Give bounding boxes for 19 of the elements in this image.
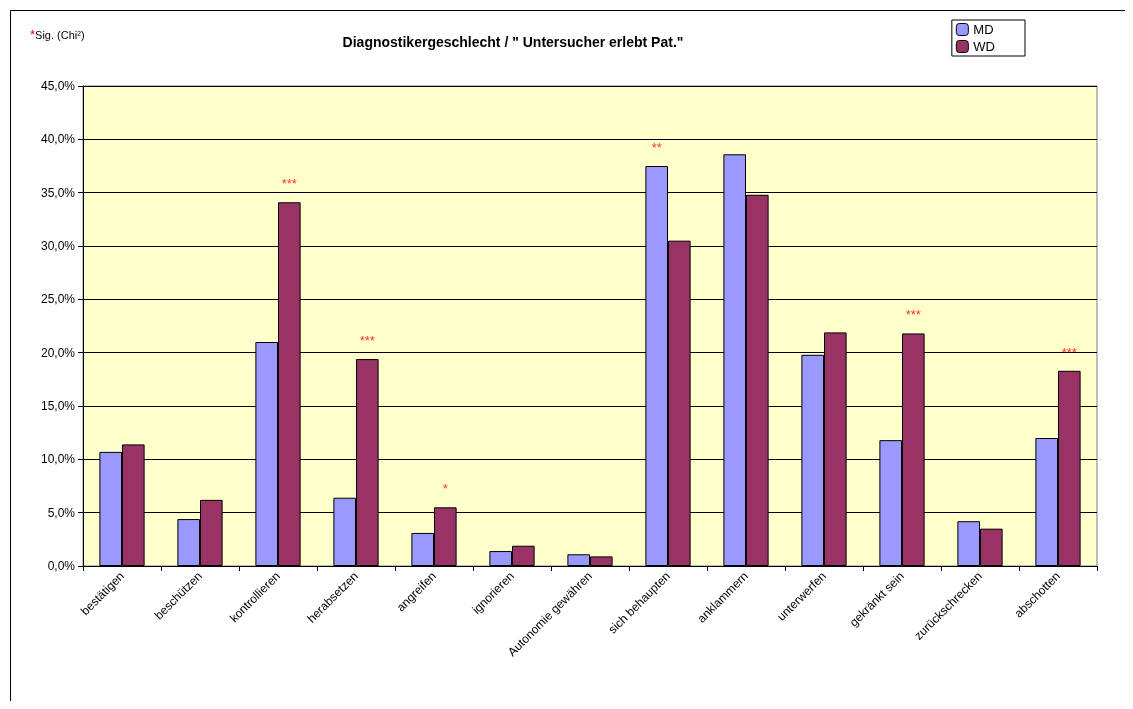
annotation: * <box>442 481 448 497</box>
y-tick-label: 20,0% <box>40 345 76 360</box>
annotation: ** <box>651 140 662 155</box>
y-tick-label: 5,0% <box>47 505 76 520</box>
y-tick-label: 45,0% <box>40 79 76 93</box>
legend-label: WD <box>973 39 996 54</box>
annotation: *** <box>905 307 921 323</box>
y-tick-label: 25,0% <box>40 292 76 307</box>
y-tick-label: 0,0% <box>47 559 76 573</box>
text: *Sig. (Chi²) <box>30 27 85 42</box>
annotation: *** <box>281 176 297 192</box>
y-tick-label: 30,0% <box>40 239 76 253</box>
y-tick-label: 15,0% <box>40 399 76 413</box>
y-tick-label: 40,0% <box>40 132 76 147</box>
chart-title: Diagnostikergeschlecht / " Untersucher erlebt Pat." <box>342 34 684 50</box>
y-tick-label: 35,0% <box>40 185 76 200</box>
annotation: *** <box>359 333 375 349</box>
y-tick-label: 10,0% <box>40 452 76 467</box>
legend-label: MD <box>973 22 994 37</box>
